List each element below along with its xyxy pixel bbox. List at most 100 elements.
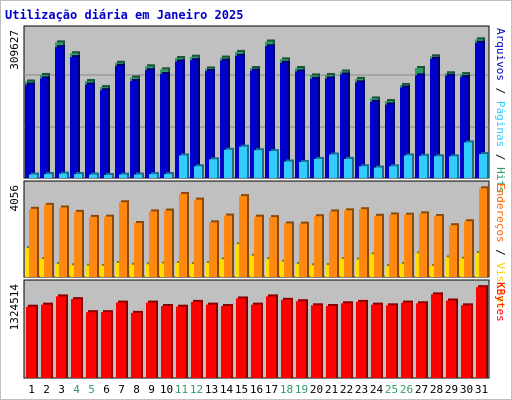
panel-bot-legend-label: KBytes xyxy=(494,282,507,322)
x-tick-label: 11 xyxy=(175,383,188,396)
bar-kbytes-day-21 xyxy=(326,306,336,378)
bar-enderecos-day-6 xyxy=(104,216,112,277)
bar-visitas-day-12 xyxy=(190,263,195,277)
bar-arquivos-day-11 xyxy=(175,61,183,179)
bar-kbytes-day-2 xyxy=(41,304,51,378)
x-tick-label: 10 xyxy=(160,383,173,396)
panel-mid-legend-part: Visitas xyxy=(494,262,507,308)
bar-paginas-day-25 xyxy=(389,166,397,178)
bar-enderecos-day-30 xyxy=(464,221,472,277)
x-tick-label: 29 xyxy=(445,383,458,396)
panel-bot-axis-label-group: 1324514 xyxy=(8,284,21,331)
x-tick-label: 20 xyxy=(310,383,323,396)
x-tick-label: 13 xyxy=(205,383,218,396)
bar-paginas-day-2 xyxy=(44,174,52,178)
chart-title: Utilização diária em Janeiro 2025 xyxy=(5,8,243,22)
bar-paginas-day-7 xyxy=(119,174,127,178)
bar-kbytes-day-30 xyxy=(461,305,471,378)
bar-arquivos-day-12 xyxy=(190,60,198,178)
bar-visitas-day-29 xyxy=(445,257,450,277)
x-tick-label: 9 xyxy=(148,383,155,396)
panel-top-legend-part: / xyxy=(494,81,507,101)
panel-mid-axis-label-group: 4056 xyxy=(8,185,21,212)
bar-arquivos-day-7 xyxy=(115,65,123,178)
x-axis-ticks: 1 2 3 4 5 6 7 8 9 10 11 12 13 14 15 16 17 18 19 20 21 22 23 24 2… xyxy=(28,383,488,396)
bar-kbytes-day-19 xyxy=(296,301,306,378)
bar-arquivos-day-24 xyxy=(370,101,378,178)
x-tick-label: 16 xyxy=(250,383,263,396)
bar-paginas-day-31 xyxy=(479,154,487,178)
bar-arquivos-day-23 xyxy=(355,82,363,178)
bar-visitas-day-24 xyxy=(370,254,375,277)
bar-enderecos-day-14 xyxy=(224,215,232,277)
bar-arquivos-day-1 xyxy=(25,84,33,178)
bar-arquivos-day-22 xyxy=(340,74,348,178)
bar-visitas-day-14 xyxy=(220,259,225,277)
x-tick-label: 21 xyxy=(325,383,338,396)
bar-paginas-day-27 xyxy=(419,155,427,178)
panel-top-legend-part: Páginas xyxy=(494,101,507,147)
bar-enderecos-day-15 xyxy=(239,196,247,277)
bar-kbytes-day-10 xyxy=(161,306,171,378)
x-tick-label: 24 xyxy=(370,383,384,396)
panel-top-legend-label: Arquivos / Páginas / Hits xyxy=(494,28,507,194)
bar-enderecos-day-2 xyxy=(44,204,52,277)
bar-kbytes-day-20 xyxy=(311,305,321,378)
bar-enderecos-day-23 xyxy=(359,209,367,277)
bar-enderecos-day-10 xyxy=(164,210,172,277)
bar-arquivos-day-27 xyxy=(415,75,423,178)
x-tick-label: 7 xyxy=(118,383,125,396)
bar-paginas-day-20 xyxy=(314,158,322,178)
bar-visitas-day-31 xyxy=(475,252,480,277)
bar-arquivos-day-17 xyxy=(265,46,273,179)
bar-visitas-day-19 xyxy=(295,263,300,277)
bar-visitas-day-2 xyxy=(40,259,45,277)
bar-visitas-day-26 xyxy=(400,263,405,277)
bar-paginas-day-14 xyxy=(224,149,232,178)
bar-visitas-day-21 xyxy=(325,264,330,277)
bar-visitas-day-4 xyxy=(70,265,75,277)
bar-kbytes-day-31 xyxy=(476,287,486,378)
x-tick-label: 3 xyxy=(58,383,65,396)
panel-bot: 1324514 KBytes xyxy=(8,279,507,379)
bar-kbytes-day-13 xyxy=(206,304,216,378)
bar-arquivos-day-5 xyxy=(85,84,93,178)
bar-enderecos-day-4 xyxy=(74,211,82,277)
bar-paginas-day-22 xyxy=(344,158,352,178)
x-tick-label: 30 xyxy=(460,383,473,396)
bar-enderecos-day-19 xyxy=(299,223,307,277)
bar-kbytes-day-25 xyxy=(386,305,396,378)
bar-enderecos-day-7 xyxy=(119,202,127,277)
bar-enderecos-day-29 xyxy=(449,225,457,277)
bar-kbytes-day-18 xyxy=(281,299,291,378)
panel-mid: 4056 Endereços / Visitas xyxy=(8,180,507,309)
x-tick-label: 28 xyxy=(430,383,443,396)
bar-enderecos-day-26 xyxy=(404,214,412,277)
panel-mid-legend-group: Endereços / Visitas xyxy=(494,183,507,309)
x-tick-label: 5 xyxy=(88,383,95,396)
bar-paginas-day-24 xyxy=(374,167,382,178)
x-tick-label: 14 xyxy=(220,383,234,396)
x-tick-label: 26 xyxy=(400,383,413,396)
bar-kbytes-day-1 xyxy=(26,306,36,378)
x-tick-label: 27 xyxy=(415,383,428,396)
bar-enderecos-day-16 xyxy=(254,216,262,277)
panel-top-legend-group: Arquivos / Páginas / Hits xyxy=(494,28,507,194)
bar-kbytes-day-9 xyxy=(146,302,156,378)
panel-top-axis-value-label: 309627 xyxy=(8,30,21,70)
bar-paginas-day-9 xyxy=(149,174,157,178)
bar-paginas-day-17 xyxy=(269,151,277,178)
bar-enderecos-day-11 xyxy=(179,193,187,277)
bar-kbytes-day-4 xyxy=(71,299,81,378)
bar-visitas-day-6 xyxy=(100,265,105,277)
panel-bot-legend-group: KBytes xyxy=(494,282,507,322)
bar-kbytes-day-28 xyxy=(431,294,441,378)
bar-kbytes-day-17 xyxy=(266,296,276,378)
bar-enderecos-day-8 xyxy=(134,223,142,277)
panel-top-legend-part: / xyxy=(494,147,507,167)
bar-visitas-day-22 xyxy=(340,259,345,277)
bar-paginas-day-28 xyxy=(434,156,442,178)
bar-visitas-day-11 xyxy=(175,263,180,277)
bar-enderecos-day-17 xyxy=(269,217,277,277)
